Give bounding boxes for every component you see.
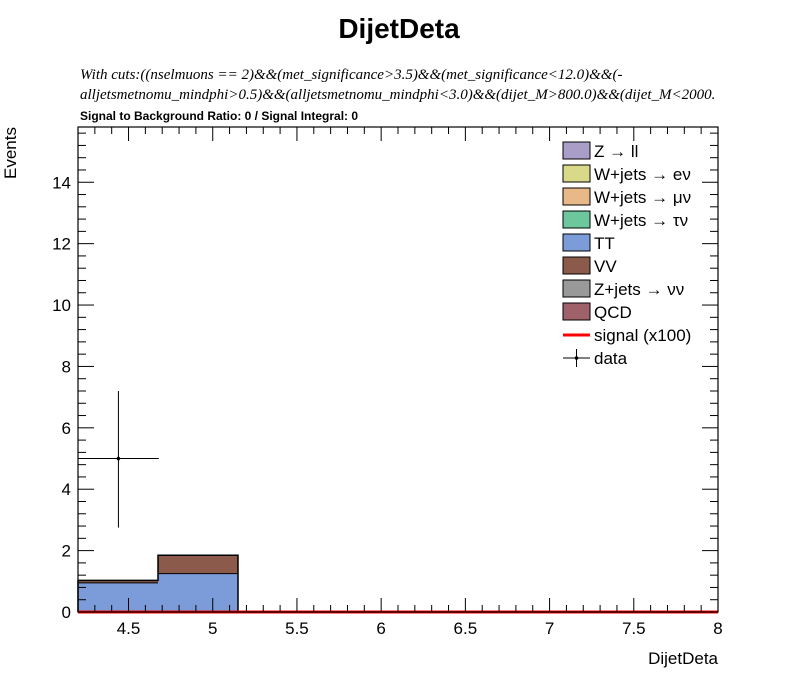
y-tick-label-5: 10 xyxy=(52,296,71,315)
x-tick-label-1: 5 xyxy=(208,619,217,638)
x-tick-label-6: 7.5 xyxy=(622,619,646,638)
chart-title: DijetDeta xyxy=(338,13,460,44)
legend-entry-8: signal (x100) xyxy=(563,326,691,345)
x-axis-label: DijetDeta xyxy=(648,649,718,668)
legend-swatch-4 xyxy=(562,233,591,252)
plot-area xyxy=(77,390,718,614)
legend-entry-6: Z+jets → νν xyxy=(562,279,684,299)
bar-tt-1 xyxy=(158,573,238,612)
legend-swatch-3 xyxy=(562,210,591,229)
legend-swatch-6 xyxy=(562,279,591,298)
legend-label-3: W+jets → τν xyxy=(594,211,688,230)
legend-label-8: signal (x100) xyxy=(594,326,691,345)
legend: Z → ll W+jets → eν W+jets → μν W+jets → τν T… xyxy=(562,141,691,368)
legend-swatch-7 xyxy=(562,302,591,321)
legend-entry-7: QCD xyxy=(562,302,632,322)
legend-label-5: VV xyxy=(594,257,617,276)
legend-entry-2: W+jets → μν xyxy=(562,187,691,207)
legend-label-2: W+jets → μν xyxy=(594,188,691,207)
y-tick-label-2: 4 xyxy=(62,480,71,499)
legend-swatch-2 xyxy=(562,187,591,206)
legend-label-1: W+jets → eν xyxy=(594,165,691,184)
legend-entry-9: data xyxy=(563,349,628,368)
legend-swatch-1 xyxy=(562,164,591,183)
cuts-line-1: With cuts:((nselmuons == 2)&&(met_signif… xyxy=(80,67,622,83)
x-tick-label-5: 7 xyxy=(545,619,554,638)
legend-entry-1: W+jets → eν xyxy=(562,164,691,184)
cuts-line-2: alljetsmetnomu_mindphi>0.5)&&(alljetsmet… xyxy=(80,87,715,103)
x-tick-label-7: 8 xyxy=(713,619,722,638)
plot-frame xyxy=(77,126,719,613)
y-tick-label-3: 6 xyxy=(62,419,71,438)
axis-ticks: 4.5 5 5.5 6 6.5 7 7.5 8 0 2 4 6 8 10 12 14 xyxy=(52,127,723,638)
legend-label-4: TT xyxy=(594,234,615,253)
legend-label-6: Z+jets → νν xyxy=(594,280,684,299)
x-tick-label-4: 6.5 xyxy=(454,619,478,638)
legend-swatch-dot-9 xyxy=(574,356,579,360)
legend-label-7: QCD xyxy=(594,303,632,322)
y-tick-label-4: 8 xyxy=(62,357,71,376)
y-tick-label-7: 14 xyxy=(52,173,71,192)
y-tick-label-6: 12 xyxy=(52,235,71,254)
legend-entry-3: W+jets → τν xyxy=(562,210,688,230)
legend-swatch-5 xyxy=(562,256,591,275)
legend-swatch-0 xyxy=(562,141,591,160)
y-axis-label: Events xyxy=(1,127,20,179)
bar-vv-1 xyxy=(158,555,238,574)
bar-tt-0 xyxy=(78,582,158,612)
y-tick-label-1: 2 xyxy=(62,542,71,561)
legend-entry-0: Z → ll xyxy=(562,141,638,161)
ratio-text: Signal to Background Ratio: 0 / Signal I… xyxy=(80,109,358,123)
x-tick-label-2: 5.5 xyxy=(285,619,309,638)
legend-label-0: Z → ll xyxy=(594,142,638,161)
legend-entry-4: TT xyxy=(562,233,615,253)
legend-entry-5: VV xyxy=(562,256,617,276)
x-tick-label-0: 4.5 xyxy=(117,619,141,638)
legend-label-9: data xyxy=(594,349,628,368)
data-point-0 xyxy=(116,456,121,461)
bar-vv-0 xyxy=(78,580,158,583)
x-tick-label-3: 6 xyxy=(376,619,385,638)
y-tick-label-0: 0 xyxy=(62,603,71,622)
